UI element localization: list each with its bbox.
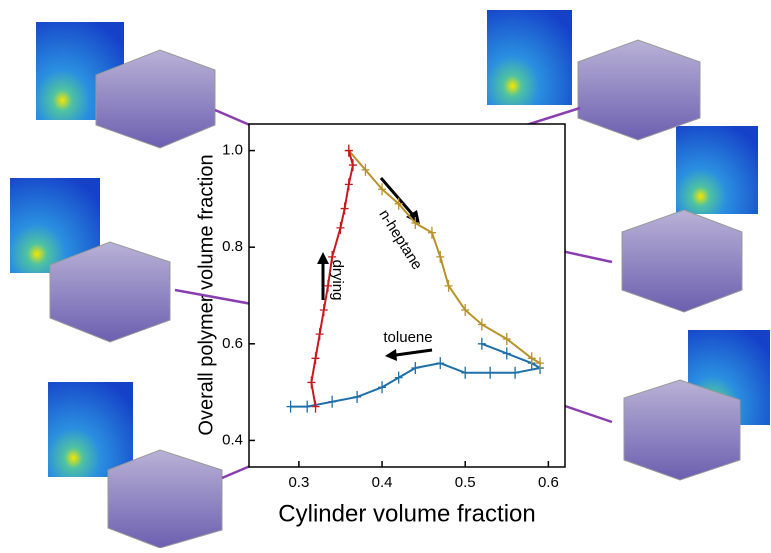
data-point: [311, 400, 320, 413]
x-tick-label: 0.6: [538, 474, 559, 491]
direction-arrows: [317, 177, 433, 361]
x-axis-label: Cylinder volume fraction: [278, 500, 535, 527]
data-point: [319, 303, 328, 316]
morphology-cube: [107, 449, 223, 549]
data-point: [340, 202, 349, 215]
morphology-cube: [623, 379, 741, 481]
data-point: [427, 226, 436, 239]
insets: [10, 10, 770, 549]
scattering-pattern: [48, 382, 133, 477]
data-point: [461, 366, 470, 379]
y-tick-label: 1.0: [222, 142, 243, 159]
data-point: [378, 381, 387, 394]
data-point: [353, 390, 362, 403]
arrowhead: [406, 210, 420, 224]
scattering-pattern: [676, 126, 758, 214]
data-point: [444, 279, 453, 292]
data-point: [394, 371, 403, 384]
x-tick-label: 0.3: [288, 474, 309, 491]
y-tick-label: 0.6: [222, 335, 243, 352]
data-point: [344, 144, 353, 157]
data-point: [303, 400, 312, 413]
data-point: [511, 366, 520, 379]
data-point: [328, 395, 337, 408]
data-point: [436, 357, 445, 370]
scattering-pattern: [487, 10, 572, 105]
data-point: [502, 347, 511, 360]
arrow: [395, 348, 433, 357]
series-line: [310, 150, 354, 407]
data-point: [536, 357, 545, 370]
data-point: [348, 159, 357, 172]
arrowhead: [385, 349, 397, 361]
data-point: [378, 183, 387, 196]
data-point: [436, 250, 445, 263]
y-tick-label: 0.8: [222, 238, 243, 255]
data-point: [527, 352, 536, 365]
data-point: [477, 337, 486, 350]
data-point: [502, 332, 511, 345]
data-point: [411, 361, 420, 374]
arrowhead: [317, 252, 329, 264]
data-point: [344, 178, 353, 191]
x-tick-label: 0.4: [372, 474, 393, 491]
data-point: [461, 303, 470, 316]
data-point: [328, 250, 337, 263]
annotation: drying: [329, 260, 346, 301]
y-tick-label: 0.4: [222, 431, 243, 448]
morphology-cube: [577, 39, 701, 141]
data-point: [286, 400, 295, 413]
data-point: [315, 328, 324, 341]
data-point: [336, 221, 345, 234]
data-point: [477, 318, 486, 331]
morphology-cube: [95, 49, 216, 149]
plot-frame: [248, 123, 566, 468]
data-point: [394, 197, 403, 210]
annotation: toluene: [383, 329, 432, 346]
data-point: [486, 366, 495, 379]
x-tick-label: 0.5: [455, 474, 476, 491]
data-point: [307, 376, 316, 389]
morphology-cube: [49, 241, 171, 343]
data-point: [411, 217, 420, 230]
data-point: [324, 279, 332, 292]
y-axis-label: Overall polymer volume fraction: [195, 154, 217, 435]
data-point: [311, 352, 320, 365]
morphology-cube: [621, 209, 743, 313]
data-point: [361, 163, 370, 176]
arrow: [379, 177, 415, 216]
